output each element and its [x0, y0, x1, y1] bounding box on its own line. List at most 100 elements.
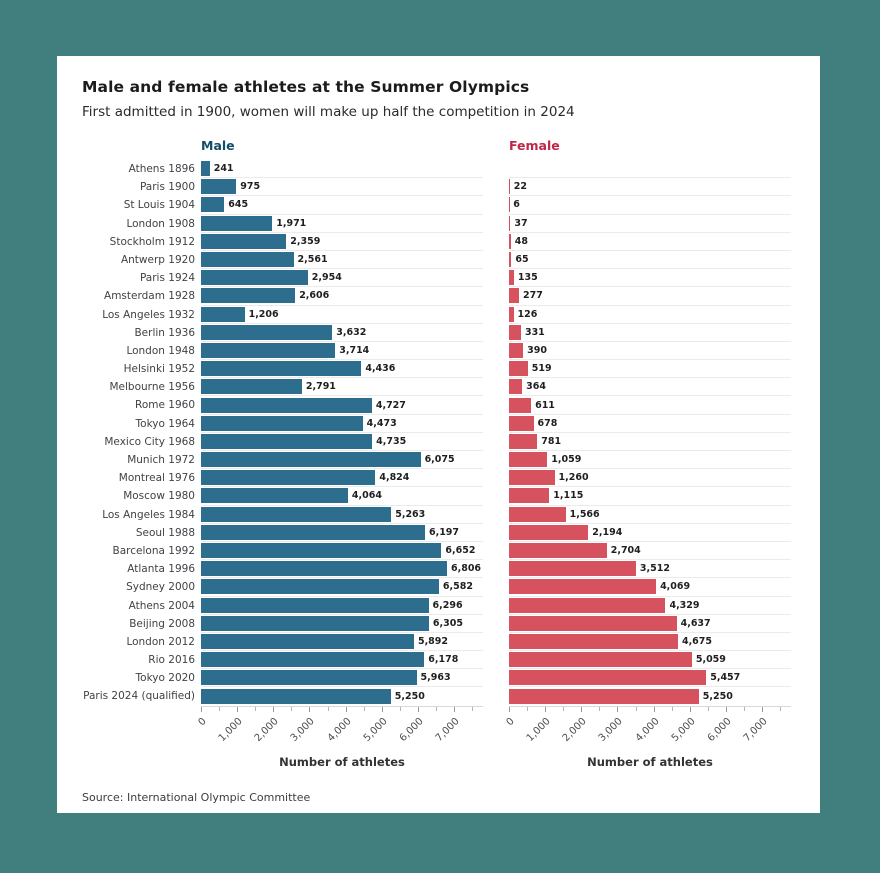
male-bar-row: 4,735: [201, 433, 483, 451]
value-label: 1,260: [558, 472, 589, 484]
value-label: 6,806: [450, 563, 482, 575]
male-bar: [201, 615, 429, 631]
value-label: 4,675: [681, 635, 713, 647]
male-bar: [201, 670, 417, 686]
female-bar: [509, 361, 528, 377]
axis-tick: [381, 706, 383, 712]
female-bar-row: 781: [509, 433, 791, 451]
value-label: 678: [537, 417, 558, 429]
female-bar: [509, 615, 677, 631]
category-label: Los Angeles 1932: [102, 308, 195, 321]
value-label: 2,194: [592, 526, 623, 538]
male-bar: [201, 288, 296, 304]
female-bar: [509, 233, 511, 249]
male-bar-row: 5,250: [201, 687, 483, 705]
male-bar-row: 6,197: [201, 524, 483, 542]
value-label: 519: [531, 363, 552, 375]
female-bar-row: 519: [509, 360, 791, 379]
male-bar: [201, 452, 421, 468]
female-bar-row: 331: [509, 324, 791, 342]
male-bar: [201, 579, 439, 595]
value-label: 2,704: [610, 545, 641, 557]
value-label: 5,250: [702, 691, 733, 703]
axis-tick: [291, 706, 293, 711]
value-label: 1,971: [276, 217, 307, 229]
male-bar-row: 4,824: [201, 469, 483, 488]
category-label: Athens 2004: [128, 599, 195, 612]
value-label: 6,178: [428, 654, 459, 666]
value-label: 126: [517, 308, 538, 320]
male-bar: [201, 306, 245, 322]
female-bar-row: 277: [509, 287, 791, 306]
axis-tick: [454, 706, 455, 712]
female-series-header: Female: [509, 138, 560, 153]
female-bar-row: 364: [509, 378, 791, 397]
value-label: 975: [240, 181, 261, 193]
value-label: 5,263: [395, 508, 426, 520]
axis-tick: [345, 706, 347, 712]
value-label: 645: [228, 199, 249, 211]
male-bar-row: 6,806: [201, 560, 483, 579]
value-label: 4,436: [365, 363, 396, 375]
female-bar-row: 5,250: [509, 687, 791, 705]
value-label: 135: [517, 272, 538, 284]
value-label: 390: [527, 344, 547, 356]
value-label: 5,059: [695, 654, 726, 666]
male-bar: [201, 633, 414, 649]
axis-tick: [363, 706, 365, 711]
category-label: Stockholm 1912: [109, 235, 195, 248]
value-label: 3,714: [339, 344, 370, 356]
male-bar-row: 2,561: [201, 251, 483, 270]
female-bar: [509, 524, 589, 540]
category-label: London 1948: [126, 344, 195, 357]
category-label: Berlin 1936: [134, 326, 195, 339]
value-label: 2,561: [297, 254, 328, 266]
value-label: 37: [514, 217, 528, 229]
female-bar-row: 5,457: [509, 669, 791, 688]
male-bar: [201, 270, 308, 286]
male-axis-title: Number of athletes: [279, 754, 405, 769]
female-bar: [509, 488, 550, 504]
category-label: Seoul 1988: [135, 526, 195, 539]
male-bar: [201, 215, 273, 231]
axis-tick: [635, 706, 637, 711]
male-bar-row: 3,632: [201, 324, 483, 342]
value-label: 4,329: [669, 599, 700, 611]
male-bar: [201, 415, 363, 431]
female-bar: [509, 561, 636, 577]
axis-tick: [527, 706, 529, 711]
female-bar-row: 678: [509, 415, 791, 433]
female-bar: [509, 597, 666, 613]
chart-subtitle: First admitted in 1900, women will make …: [82, 104, 575, 120]
male-bar: [201, 397, 372, 413]
value-label: 48: [514, 235, 528, 247]
female-bar-row: 4,329: [509, 597, 791, 615]
male-bar-row: 4,064: [201, 487, 483, 506]
value-label: 4,064: [351, 490, 382, 502]
female-bar: [509, 415, 534, 431]
female-bar: [509, 543, 607, 559]
female-bar-row: 65: [509, 251, 791, 270]
female-bar-row: [509, 160, 791, 179]
category-label: London 2012: [126, 635, 195, 648]
female-bar-row: 1,059: [509, 451, 791, 470]
male-bar-row: 5,963: [201, 669, 483, 688]
male-bar: [201, 561, 447, 577]
category-label: Sydney 2000: [126, 581, 195, 594]
male-bar-row: 645: [201, 196, 483, 215]
male-bar-row: 975: [201, 178, 483, 197]
female-bar: [509, 689, 699, 705]
value-label: 6,305: [432, 617, 463, 629]
male-bar: [201, 252, 294, 268]
male-bar-row: 3,714: [201, 342, 483, 361]
chart-card: Male and female athletes at the Summer O…: [57, 56, 820, 813]
value-label: 2,606: [299, 290, 330, 302]
male-bar-row: 6,178: [201, 651, 483, 670]
male-bar: [201, 361, 362, 377]
source-note: Source: International Olympic Committee: [82, 790, 311, 804]
male-bar: [201, 324, 333, 340]
male-bar-row: 2,954: [201, 269, 483, 288]
female-bar: [509, 452, 548, 468]
male-bar: [201, 161, 210, 177]
male-bar: [201, 524, 425, 540]
